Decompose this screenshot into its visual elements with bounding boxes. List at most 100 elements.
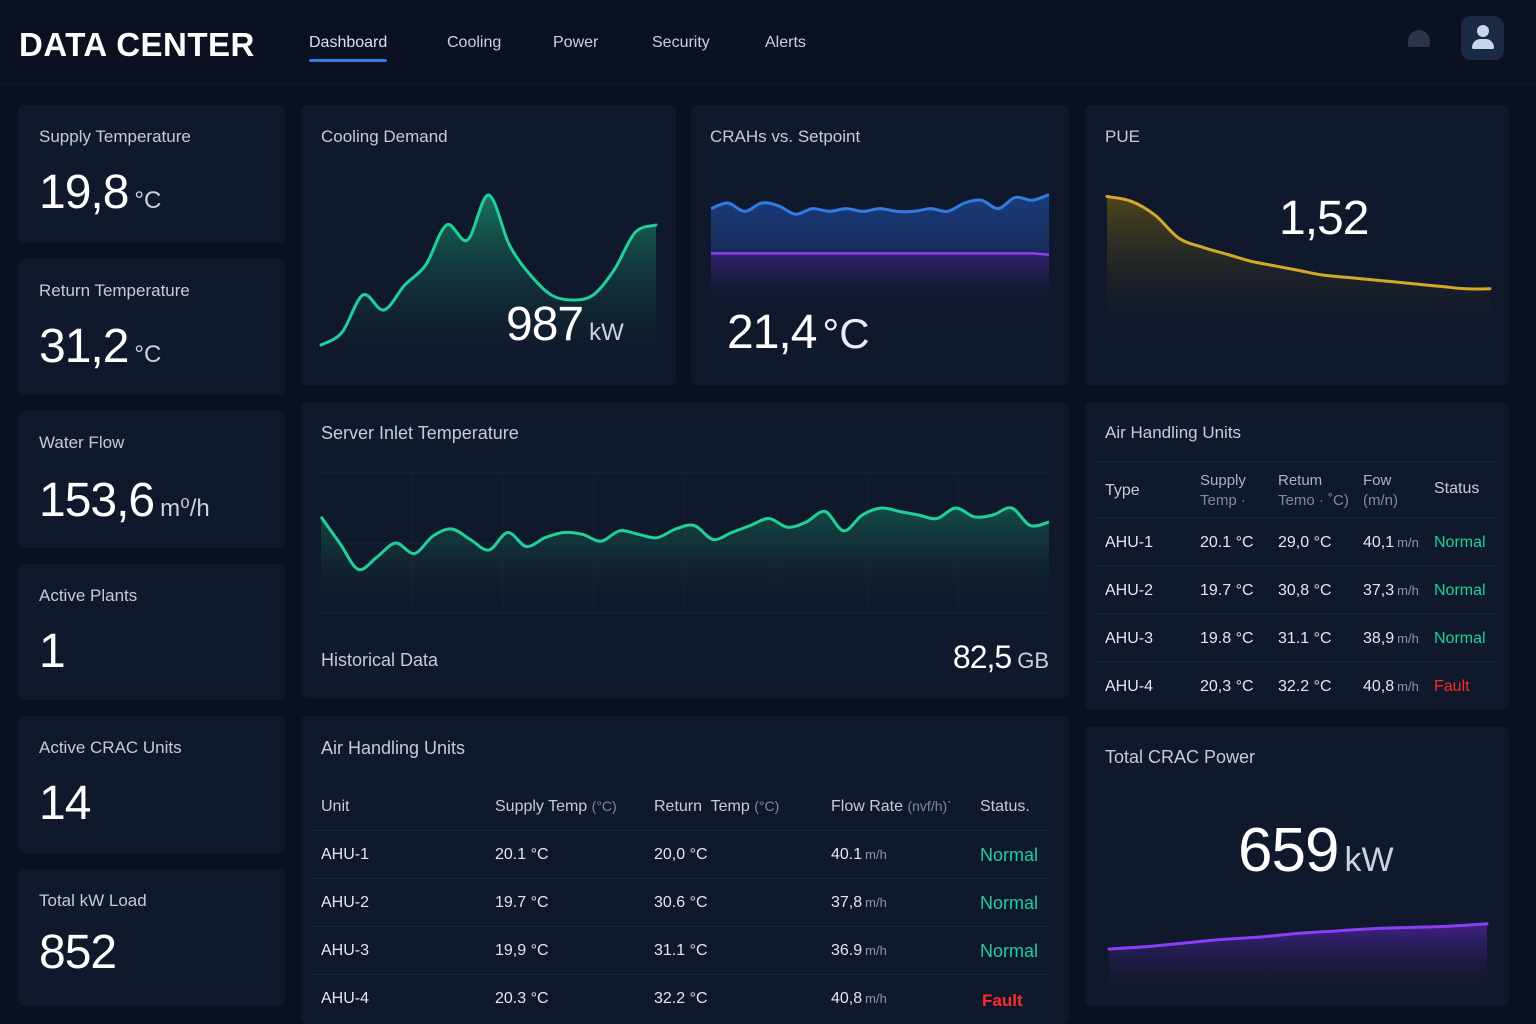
tab-power[interactable]: Power [553, 34, 599, 51]
historical-data-unit: GB [1017, 648, 1049, 673]
crahs-chart [710, 193, 1050, 315]
server-inlet-card: Server Inlet Temperature Historical Data… [301, 403, 1069, 698]
col-supply-label: Supply Temp [495, 798, 588, 815]
row-return: 20,0 °C [654, 846, 708, 863]
kpi-value-wrap: 19,8 °C [39, 165, 161, 220]
bell-icon[interactable] [1408, 30, 1430, 47]
status-badge: Normal [980, 893, 1039, 913]
table-row[interactable]: AHU-2 19.7 °C 30,8 °C 37,3 m/h Normal [1095, 565, 1499, 613]
row-flow-value: 36.9 [831, 942, 863, 959]
cooling-demand-value-wrap: 987 kW [506, 297, 624, 352]
total-crac-card: Total CRAC Power 659 kW [1085, 727, 1509, 1006]
crah-area [711, 194, 1049, 255]
cooling-demand-chart [319, 193, 658, 370]
row-return: 29,0 °C [1278, 534, 1332, 551]
row-flow-value: 40,8 [831, 990, 863, 1007]
col-return: Retum Temo · ˚C) [1278, 471, 1349, 511]
col-flow: Fow (m/n) [1363, 471, 1398, 511]
row-flow: 40,8 m/h [1363, 678, 1419, 696]
kpi-active-plants: Active Plants 1 [18, 564, 285, 700]
cooling-demand-title: Cooling Demand [321, 127, 448, 146]
ahu-side-title: Air Handling Units [1105, 423, 1242, 442]
col-supply: Supply Temp · [1200, 471, 1246, 511]
total-crac-chart [1107, 922, 1489, 997]
kpi-value-wrap: 14 [39, 776, 91, 831]
kpi-active-crac-units: Active CRAC Units 14 [18, 716, 285, 853]
table-row[interactable]: AHU-1 20.1 °C 29,0 °C 40,1 m/n Normal [1095, 517, 1499, 565]
server-inlet-title: Server Inlet Temperature [321, 423, 519, 443]
user-icon[interactable] [1461, 16, 1504, 60]
kpi-water-flow: Water Flow 153,6 m⁰/h [18, 411, 285, 548]
table-row[interactable]: AHU-2 19.7 °C 30.6 °C 37,8 m/h Normal [311, 878, 1049, 926]
row-return: 31.1 °C [654, 942, 708, 959]
kpi-value-wrap: 153,6 m⁰/h [39, 473, 210, 528]
status-badge: Normal [980, 941, 1039, 961]
status-badge: Normal [980, 845, 1039, 865]
kpi-value: 31,2 [39, 320, 129, 373]
pue-value-wrap: 1,52 [1279, 191, 1369, 246]
status-badge: Normal [1434, 630, 1486, 647]
tab-security[interactable]: Security [652, 34, 710, 51]
table-row[interactable]: AHU-4 20.3 °C 32.2 °C 40,8 m/h Fault [311, 974, 1049, 1022]
pue-card: PUE 1,52 [1085, 105, 1509, 385]
tab-alerts[interactable]: Alerts [765, 34, 806, 51]
col-status: Status. [980, 798, 1030, 815]
crahs-title: CRAHs vs. Setpoint [710, 127, 861, 146]
kpi-unit: °C [134, 341, 162, 368]
kpi-return-temperature: Return Temperature 31,2 °C [18, 259, 285, 395]
kpi-label: Supply Temperature [39, 127, 191, 146]
row-flow-unit: m/n [1397, 535, 1419, 550]
row-unit: AHU-3 [321, 942, 370, 959]
kpi-label: Return Temperature [39, 281, 190, 300]
server-inlet-chart [319, 472, 1050, 614]
kpi-value-wrap: 852 [39, 925, 117, 980]
table-row[interactable]: AHU-1 20.1 °C 20,0 °C 40.1 m/h Normal [311, 830, 1049, 878]
table-row[interactable]: AHU-3 19,9 °C 31.1 °C 36.9 m/h Normal [311, 926, 1049, 974]
row-unit: AHU-2 [321, 894, 370, 911]
row-return: 32.2 °C [654, 990, 708, 1007]
pue-title: PUE [1105, 127, 1140, 146]
col-return-l1: Retum [1278, 472, 1323, 489]
row-flow-unit: m/h [865, 943, 887, 958]
table-row[interactable]: AHU-3 19.8 °C 31.1 °C 38,9 m/h Normal [1095, 613, 1499, 661]
row-flow: 36.9 m/h [831, 942, 887, 960]
row-flow: 40.1 m/h [831, 846, 887, 864]
row-supply: 20.1 °C [1200, 534, 1254, 551]
kpi-value: 1 [39, 625, 66, 678]
setpoint-line [711, 252, 1050, 257]
ahu-main-card: Air Handling Units Unit Supply Temp (°C)… [301, 716, 1069, 1024]
app-title: DATA CENTER [19, 26, 255, 63]
status-badge: Fault [1434, 678, 1470, 695]
kpi-label: Water Flow [39, 433, 125, 452]
kpi-value-wrap: 1 [39, 624, 66, 679]
col-status: Status [1434, 480, 1480, 497]
cooling-demand-card: Cooling Demand 987 kW [301, 105, 676, 385]
row-unit: AHU-4 [321, 990, 370, 1007]
row-flow-value: 37,8 [831, 894, 863, 911]
row-flow: 40,8 m/h [831, 990, 887, 1008]
row-unit: AHU-1 [1105, 534, 1154, 551]
user-icon-head [1477, 25, 1489, 37]
tab-cooling[interactable]: Cooling [447, 34, 502, 51]
row-supply: 19.8 °C [1200, 630, 1254, 647]
row-return: 30,8 °C [1278, 582, 1332, 599]
historical-data-label[interactable]: Historical Data [321, 650, 439, 670]
kpi-supply-temperature: Supply Temperature 19,8 °C [18, 105, 285, 243]
row-flow-unit: m/h [1397, 583, 1419, 598]
col-supply-l2: Temp · [1200, 492, 1246, 509]
kpi-total-kw-load: Total kW Load 852 [18, 869, 285, 1006]
col-supply: Supply Temp (°C) [495, 798, 617, 816]
col-flow-label: Flow Rate [831, 798, 904, 815]
kpi-value: 852 [39, 926, 117, 979]
total-crac-series-line [1107, 922, 1489, 951]
cooling-demand-unit: kW [589, 319, 624, 346]
table-row[interactable]: AHU-4 20,3 °C 32.2 °C 40,8 m/h Fault [1095, 661, 1499, 709]
col-return: Return Temp (°C) [654, 798, 779, 816]
row-supply: 20.1 °C [495, 846, 549, 863]
tab-dashboard[interactable]: Dashboard [309, 34, 388, 62]
kpi-label: Active Plants [39, 586, 138, 605]
kpi-value: 153,6 [39, 474, 155, 527]
ahu-main-title: Air Handling Units [321, 738, 466, 758]
col-flow: Flow Rate (nvf/h)` [831, 798, 952, 816]
col-unit: Unit [321, 798, 350, 815]
